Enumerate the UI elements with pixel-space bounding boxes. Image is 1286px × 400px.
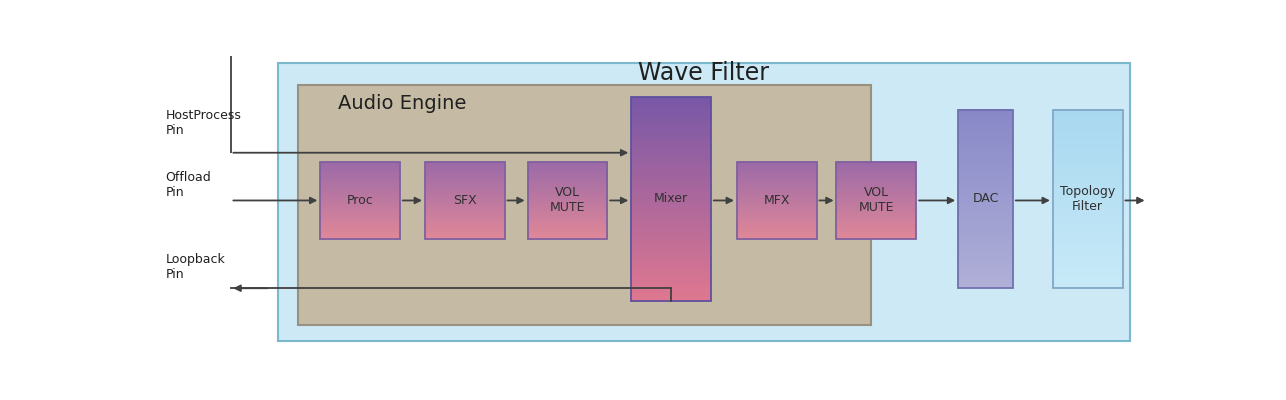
Bar [737, 162, 817, 239]
Text: Loopback
Pin: Loopback Pin [166, 253, 225, 281]
Text: MFX: MFX [764, 194, 790, 207]
Text: VOL
MUTE: VOL MUTE [859, 186, 894, 214]
Text: Audio Engine: Audio Engine [338, 94, 467, 113]
Bar [320, 162, 400, 239]
Text: VOL
MUTE: VOL MUTE [549, 186, 585, 214]
Bar [424, 162, 504, 239]
Text: Wave Filter: Wave Filter [638, 61, 769, 85]
Bar [836, 162, 916, 239]
Text: Proc: Proc [347, 194, 373, 207]
Text: Topology
Filter: Topology Filter [1060, 185, 1115, 213]
Bar [278, 64, 1130, 341]
Text: DAC: DAC [972, 192, 999, 206]
Text: HostProcess
Pin: HostProcess Pin [166, 110, 242, 138]
Text: Mixer: Mixer [655, 192, 688, 206]
Bar [631, 97, 711, 300]
Text: SFX: SFX [453, 194, 477, 207]
Bar [958, 110, 1013, 288]
Bar [527, 162, 607, 239]
Bar [1053, 110, 1123, 288]
Text: Offload
Pin: Offload Pin [166, 171, 211, 199]
Bar [298, 85, 872, 325]
